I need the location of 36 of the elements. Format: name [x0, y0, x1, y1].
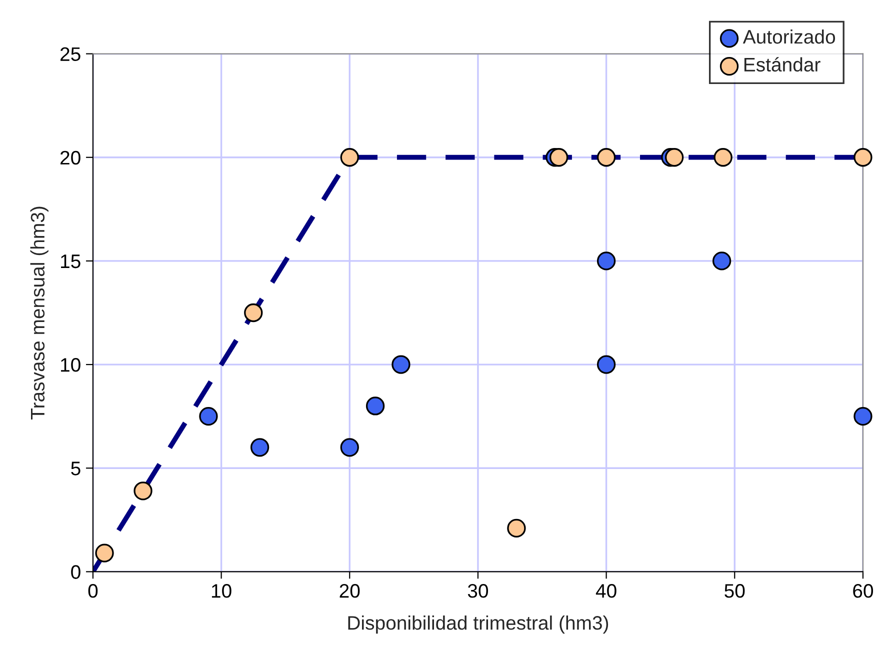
- point: [244, 303, 263, 322]
- point: [134, 482, 152, 500]
- x-tick-label: 20: [340, 584, 360, 598]
- y-tick-label: 15: [61, 254, 80, 268]
- y-tick-label: 10: [61, 358, 80, 372]
- point: [854, 406, 872, 426]
- point: [596, 148, 616, 167]
- point: [340, 148, 359, 167]
- x-tick-label: 60: [853, 584, 874, 598]
- y-tick-label: 25: [60, 47, 80, 62]
- point: [250, 438, 270, 457]
- legend-label: Estándar: [744, 57, 820, 72]
- point: [714, 148, 732, 167]
- point: [664, 148, 684, 167]
- point: [596, 355, 616, 374]
- x-tick-label: 30: [468, 584, 488, 598]
- point: [549, 148, 568, 167]
- y-tick-label: 5: [71, 462, 80, 476]
- x-tick-label: 50: [724, 584, 745, 598]
- x-tick-label: 40: [596, 584, 616, 598]
- x-tick-label: 0: [88, 584, 98, 598]
- point: [392, 355, 410, 374]
- x-axis-title: Disponibilidad trimestral (hm3): [348, 616, 608, 634]
- point: [340, 438, 359, 457]
- y-axis-title: Trasvase mensual (hm3): [30, 206, 48, 420]
- y-tick-label: 20: [60, 150, 80, 165]
- point: [507, 518, 526, 538]
- point: [712, 252, 732, 270]
- y-tick-label: 0: [71, 565, 80, 579]
- point: [854, 148, 872, 167]
- point: [95, 544, 114, 562]
- x-tick-label: 10: [212, 584, 232, 598]
- point: [199, 406, 218, 426]
- legend-label: Autorizado: [742, 29, 836, 44]
- point: [596, 252, 616, 270]
- point: [366, 396, 385, 416]
